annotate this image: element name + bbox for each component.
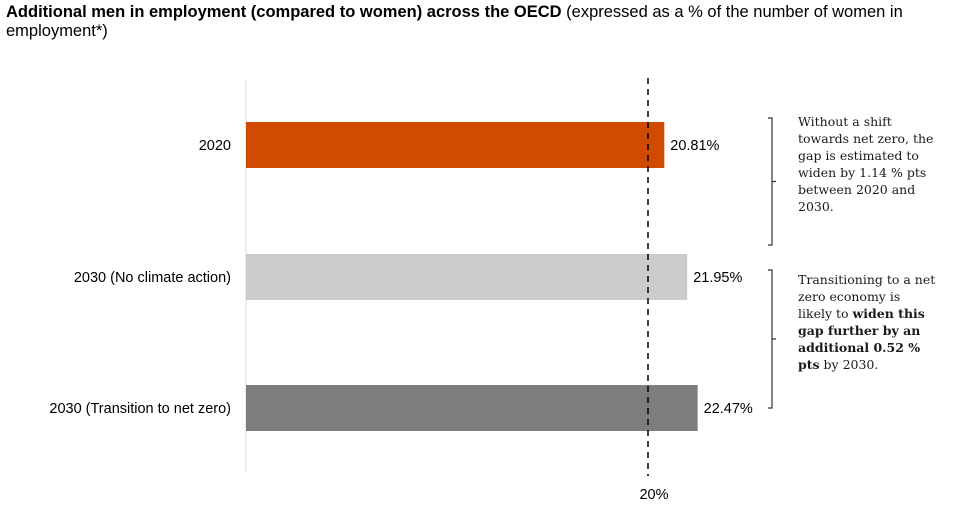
- annotation-bracket-1: [768, 269, 776, 409]
- annotation-1-part-0: Transitioning to a net zero economy is l…: [798, 272, 936, 321]
- category-label-0: 2020: [199, 138, 231, 154]
- chart-title-subtitle: (expressed as a % of the number of women…: [6, 3, 903, 40]
- annotation-1-part-1: widen this gap further by an additional …: [798, 306, 925, 372]
- annotation-0-part-0: Without a shift towards net zero, the ga…: [798, 114, 934, 214]
- category-label-2: 2030 (Transition to net zero): [49, 401, 231, 417]
- category-label-1: 2030 (No climate action): [74, 270, 231, 286]
- reference-line-label: 20%: [639, 487, 668, 503]
- bar-0: [246, 122, 665, 168]
- bar-2: [246, 385, 698, 431]
- annotation-1-part-2: by 2030.: [819, 357, 879, 372]
- annotation-transition-net-zero: Transitioning to a net zero economy is l…: [798, 271, 938, 373]
- bar-1: [246, 254, 688, 300]
- value-label-1: 21.95%: [693, 270, 742, 286]
- value-label-2: 22.47%: [704, 401, 753, 417]
- annotation-bracket-0: [768, 117, 776, 246]
- chart-title-bold: Additional men in employment (compared t…: [6, 3, 562, 21]
- value-label-0: 20.81%: [670, 138, 719, 154]
- annotation-no-climate-action: Without a shift towards net zero, the ga…: [798, 113, 938, 215]
- chart-title: Additional men in employment (compared t…: [6, 3, 936, 41]
